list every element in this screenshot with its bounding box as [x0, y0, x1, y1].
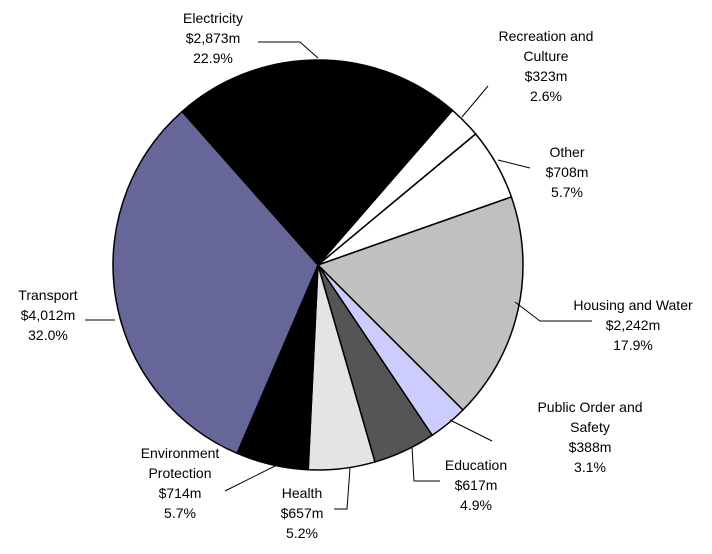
- category-name: Transport: [18, 287, 78, 303]
- pie-slice: [181, 59, 454, 267]
- slice-label: Education $617m 4.9%: [426, 455, 526, 515]
- leader-line: [461, 85, 489, 118]
- value-label: $657m: [280, 505, 324, 521]
- category-name: Electricity: [183, 10, 243, 26]
- percent-label: 5.7%: [164, 505, 196, 521]
- category-name: Other: [549, 144, 585, 160]
- value-label: $714m: [158, 485, 202, 501]
- value-label: $708m: [545, 164, 589, 180]
- percent-label: 32.0%: [28, 327, 68, 343]
- percent-label: 4.9%: [460, 497, 492, 513]
- percent-label: 22.9%: [193, 50, 233, 66]
- leader-line: [258, 41, 319, 59]
- value-label: $323m: [524, 68, 568, 84]
- slice-label: Recreation and Culture $323m 2.6%: [481, 26, 611, 106]
- percent-label: 2.6%: [530, 88, 562, 104]
- value-label: $617m: [454, 477, 498, 493]
- value-label: $2,242m: [605, 317, 661, 333]
- leader-line: [497, 159, 531, 169]
- value-label: $388m: [568, 439, 612, 455]
- percent-label: 3.1%: [574, 459, 606, 475]
- value-label: $4,012m: [20, 307, 76, 323]
- slice-label: Housing and Water $2,242m 17.9%: [558, 295, 708, 355]
- leader-line: [334, 467, 351, 510]
- slice-label: Electricity $2,873m 22.9%: [163, 8, 263, 68]
- leader-line: [449, 419, 493, 442]
- category-name: Environment Protection: [140, 445, 220, 481]
- value-label: $2,873m: [185, 30, 241, 46]
- category-name: Public Order and Safety: [537, 399, 643, 435]
- slice-label: Other $708m 5.7%: [517, 142, 617, 202]
- percent-label: 5.7%: [551, 184, 583, 200]
- slice-label: Public Order and Safety $388m 3.1%: [525, 397, 655, 477]
- leader-line: [411, 446, 440, 482]
- slice-label: Transport $4,012m 32.0%: [0, 285, 98, 345]
- category-name: Education: [444, 457, 508, 473]
- percent-label: 17.9%: [613, 337, 653, 353]
- slice-label: Health $657m 5.2%: [252, 483, 352, 543]
- category-name: Health: [281, 485, 323, 501]
- slice-label: Environment Protection $714m 5.7%: [125, 443, 235, 523]
- category-name: Housing and Water: [573, 297, 693, 313]
- pie-slice: [316, 195, 524, 412]
- pie-slice: [112, 110, 319, 455]
- leader-line: [224, 461, 284, 492]
- category-name: Recreation and Culture: [498, 28, 594, 64]
- leader-line: [514, 301, 592, 322]
- percent-label: 5.2%: [286, 525, 318, 541]
